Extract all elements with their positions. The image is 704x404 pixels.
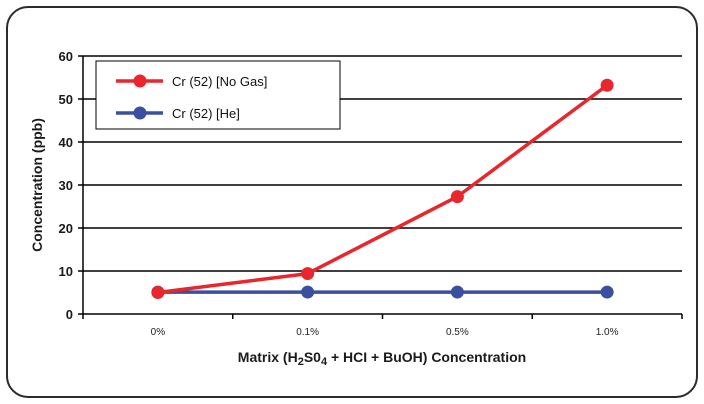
legend-marker-he (133, 106, 147, 120)
y-tick-labels: 0 10 20 30 40 50 60 (59, 49, 73, 322)
y-tick-label: 50 (59, 92, 73, 107)
data-point-no-gas (600, 78, 614, 92)
axes (82, 56, 682, 315)
legend-marker-no-gas (133, 74, 147, 88)
series-group (151, 78, 614, 299)
legend-entry-he: Cr (52) [He] (116, 106, 240, 121)
x-axis-title-prefix: Matrix (H (238, 349, 298, 365)
data-point-he (450, 285, 464, 299)
legend-label-he: Cr (52) [He] (172, 106, 240, 121)
data-point-no-gas (450, 190, 464, 204)
legend-entry-no-gas: Cr (52) [No Gas] (116, 74, 267, 89)
x-axis-title-suffix: + HCI + BuOH) Concentration (327, 349, 526, 365)
y-tick-label: 60 (59, 49, 73, 64)
y-tick-label: 40 (59, 135, 73, 150)
y-tick-label: 30 (59, 178, 73, 193)
series-line-no-gas (157, 83, 609, 295)
x-tick-label: 1.0% (596, 327, 619, 338)
y-axis-title: Concentration (ppb) (29, 118, 45, 252)
x-axis-title-sub1: 2 (298, 356, 304, 368)
legend-label-no-gas: Cr (52) [No Gas] (172, 74, 267, 89)
data-point-no-gas (301, 267, 315, 281)
data-point-he (600, 285, 614, 299)
y-tick-label: 20 (59, 221, 73, 236)
data-point-no-gas (151, 286, 165, 299)
y-tick-label: 0 (66, 307, 73, 322)
x-axis-title-sub2: 4 (321, 356, 328, 368)
x-tick-label: 0.1% (296, 327, 319, 338)
x-tick-label: 0% (151, 327, 166, 338)
legend: Cr (52) [No Gas] Cr (52) [He] (95, 60, 341, 130)
data-point-he (301, 285, 315, 299)
x-axis-title: Matrix (H2S04 + HCI + BuOH) Concentratio… (238, 349, 526, 368)
x-tick-label: 0.5% (446, 327, 469, 338)
x-tick-labels: 0% 0.1% 0.5% 1.0% (151, 327, 619, 338)
y-tick-label: 10 (59, 264, 73, 279)
x-axis-title-mid: S0 (304, 349, 321, 365)
